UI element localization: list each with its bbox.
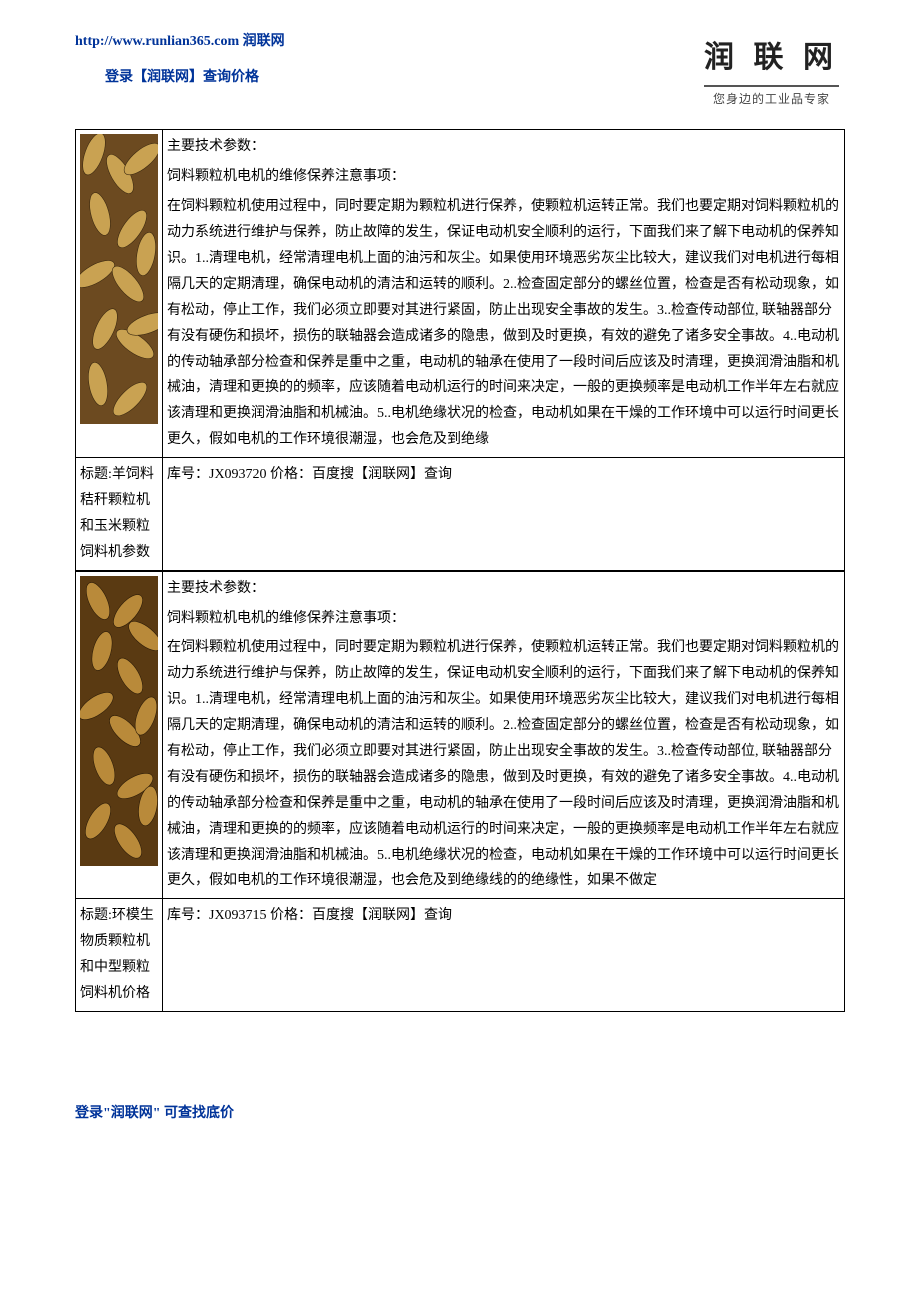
product-title-cell: 标题:环模生物质颗粒机和中型颗粒饲料机价格 (76, 899, 163, 1012)
brand-tagline: 您身边的工业品专家 (704, 89, 839, 109)
site-url-suffix: 润联网 (239, 34, 285, 49)
product-desc-cell: 主要技术参数： 饲料颗粒机电机的维修保养注意事项： 在饲料颗粒机使用过程中，同时… (163, 130, 845, 458)
product-stock-cell: 库号：JX093715 价格：百度搜【润联网】查询 (163, 899, 845, 1012)
product-block-2: 主要技术参数： 饲料颗粒机电机的维修保养注意事项： 在饲料颗粒机使用过程中，同时… (75, 571, 845, 1012)
login-hint: 登录【润联网】查询价格 (105, 66, 698, 90)
product-image-cell (76, 130, 163, 458)
brand-name: 润 联 网 (704, 32, 839, 87)
params-heading: 主要技术参数： (167, 134, 840, 160)
pellet-image-1 (80, 134, 158, 424)
params-heading: 主要技术参数： (167, 576, 840, 602)
product-block-1: 主要技术参数： 饲料颗粒机电机的维修保养注意事项： 在饲料颗粒机使用过程中，同时… (75, 129, 845, 570)
product-body-text: 在饲料颗粒机使用过程中，同时要定期为颗粒机进行保养，使颗粒机运转正常。我们也要定… (167, 194, 840, 453)
product-stock-cell: 库号：JX093720 价格：百度搜【润联网】查询 (163, 458, 845, 571)
table-row: 主要技术参数： 饲料颗粒机电机的维修保养注意事项： 在饲料颗粒机使用过程中，同时… (76, 130, 845, 458)
header-left: http://www.runlian365.com 润联网 登录【润联网】查询价… (75, 30, 698, 98)
product-title-cell: 标题:羊饲料秸秆颗粒机和玉米颗粒饲料机参数 (76, 458, 163, 571)
table-row: 标题:羊饲料秸秆颗粒机和玉米颗粒饲料机参数 库号：JX093720 价格：百度搜… (76, 458, 845, 571)
table-row: 主要技术参数： 饲料颗粒机电机的维修保养注意事项： 在饲料颗粒机使用过程中，同时… (76, 571, 845, 899)
brand-block: 润 联 网 您身边的工业品专家 (698, 30, 845, 111)
pellet-image-2 (80, 576, 158, 866)
product-body-text: 在饲料颗粒机使用过程中，同时要定期为颗粒机进行保养，使颗粒机运转正常。我们也要定… (167, 635, 840, 894)
site-url-link[interactable]: http://www.runlian365.com (75, 34, 239, 49)
maint-heading: 饲料颗粒机电机的维修保养注意事项： (167, 164, 840, 190)
footer-hint: 登录"润联网" 可查找底价 (75, 1102, 845, 1126)
product-desc-cell: 主要技术参数： 饲料颗粒机电机的维修保养注意事项： 在饲料颗粒机使用过程中，同时… (163, 571, 845, 899)
product-image-cell (76, 571, 163, 899)
site-url-line: http://www.runlian365.com 润联网 (75, 30, 698, 54)
page-header: http://www.runlian365.com 润联网 登录【润联网】查询价… (75, 30, 845, 111)
maint-heading: 饲料颗粒机电机的维修保养注意事项： (167, 606, 840, 632)
table-row: 标题:环模生物质颗粒机和中型颗粒饲料机价格 库号：JX093715 价格：百度搜… (76, 899, 845, 1012)
